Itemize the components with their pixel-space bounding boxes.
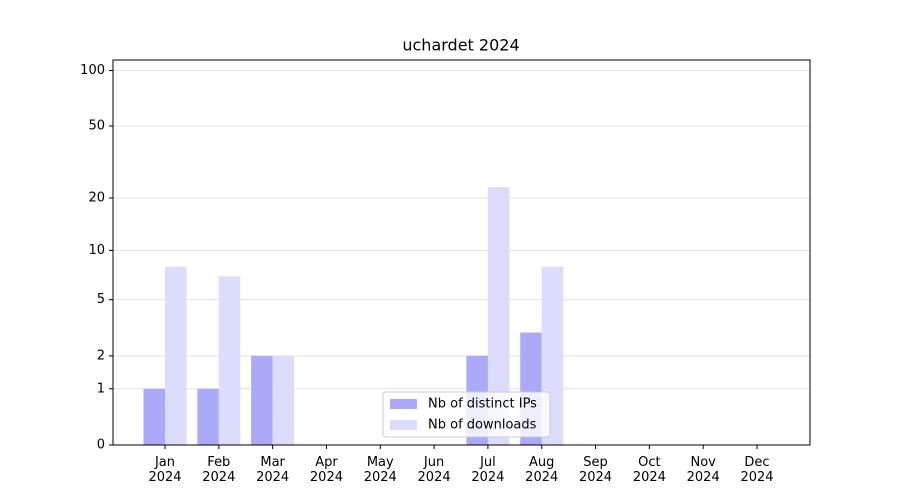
y-tick-label: 0 (97, 438, 105, 453)
x-tick-label: Feb 2024 (202, 455, 235, 485)
y-tick-label: 1 (97, 381, 105, 396)
chart-title: uchardet 2024 (402, 36, 519, 55)
x-tick-label: Jun 2024 (418, 455, 451, 485)
x-tick-label: Jan 2024 (148, 455, 181, 485)
bar (197, 388, 219, 445)
x-tick-label: Mar 2024 (256, 455, 289, 485)
x-tick-label: Sep 2024 (579, 455, 612, 485)
bar (251, 355, 273, 445)
x-tick-label: Apr 2024 (310, 455, 343, 485)
legend-swatch (390, 399, 417, 409)
x-tick-label: Nov 2024 (687, 455, 720, 485)
legend-label: Nb of downloads (428, 418, 537, 433)
bar (165, 266, 187, 445)
legend-box (382, 391, 551, 438)
legend-swatch (390, 420, 417, 430)
x-tick-label: Oct 2024 (633, 455, 666, 485)
x-tick-label: May 2024 (364, 455, 397, 485)
bar (218, 276, 241, 445)
y-tick-label: 10 (88, 243, 105, 258)
plot-frame (112, 59, 811, 446)
y-tick-label: 2 (97, 348, 105, 363)
bar (487, 187, 510, 445)
y-tick-label: 50 (88, 118, 105, 133)
x-tick-label: Jul 2024 (471, 455, 504, 485)
bar (272, 355, 295, 445)
legend: Nb of distinct IPs Nb of downloads (382, 391, 551, 438)
x-tick-label: Aug 2024 (525, 455, 558, 485)
x-tick-label: Dec 2024 (740, 455, 773, 485)
legend-label: Nb of distinct IPs (428, 397, 537, 412)
y-tick-label: 20 (88, 190, 105, 205)
y-tick-label: 100 (80, 63, 105, 78)
bar (143, 388, 165, 445)
y-tick-label: 5 (97, 292, 105, 307)
